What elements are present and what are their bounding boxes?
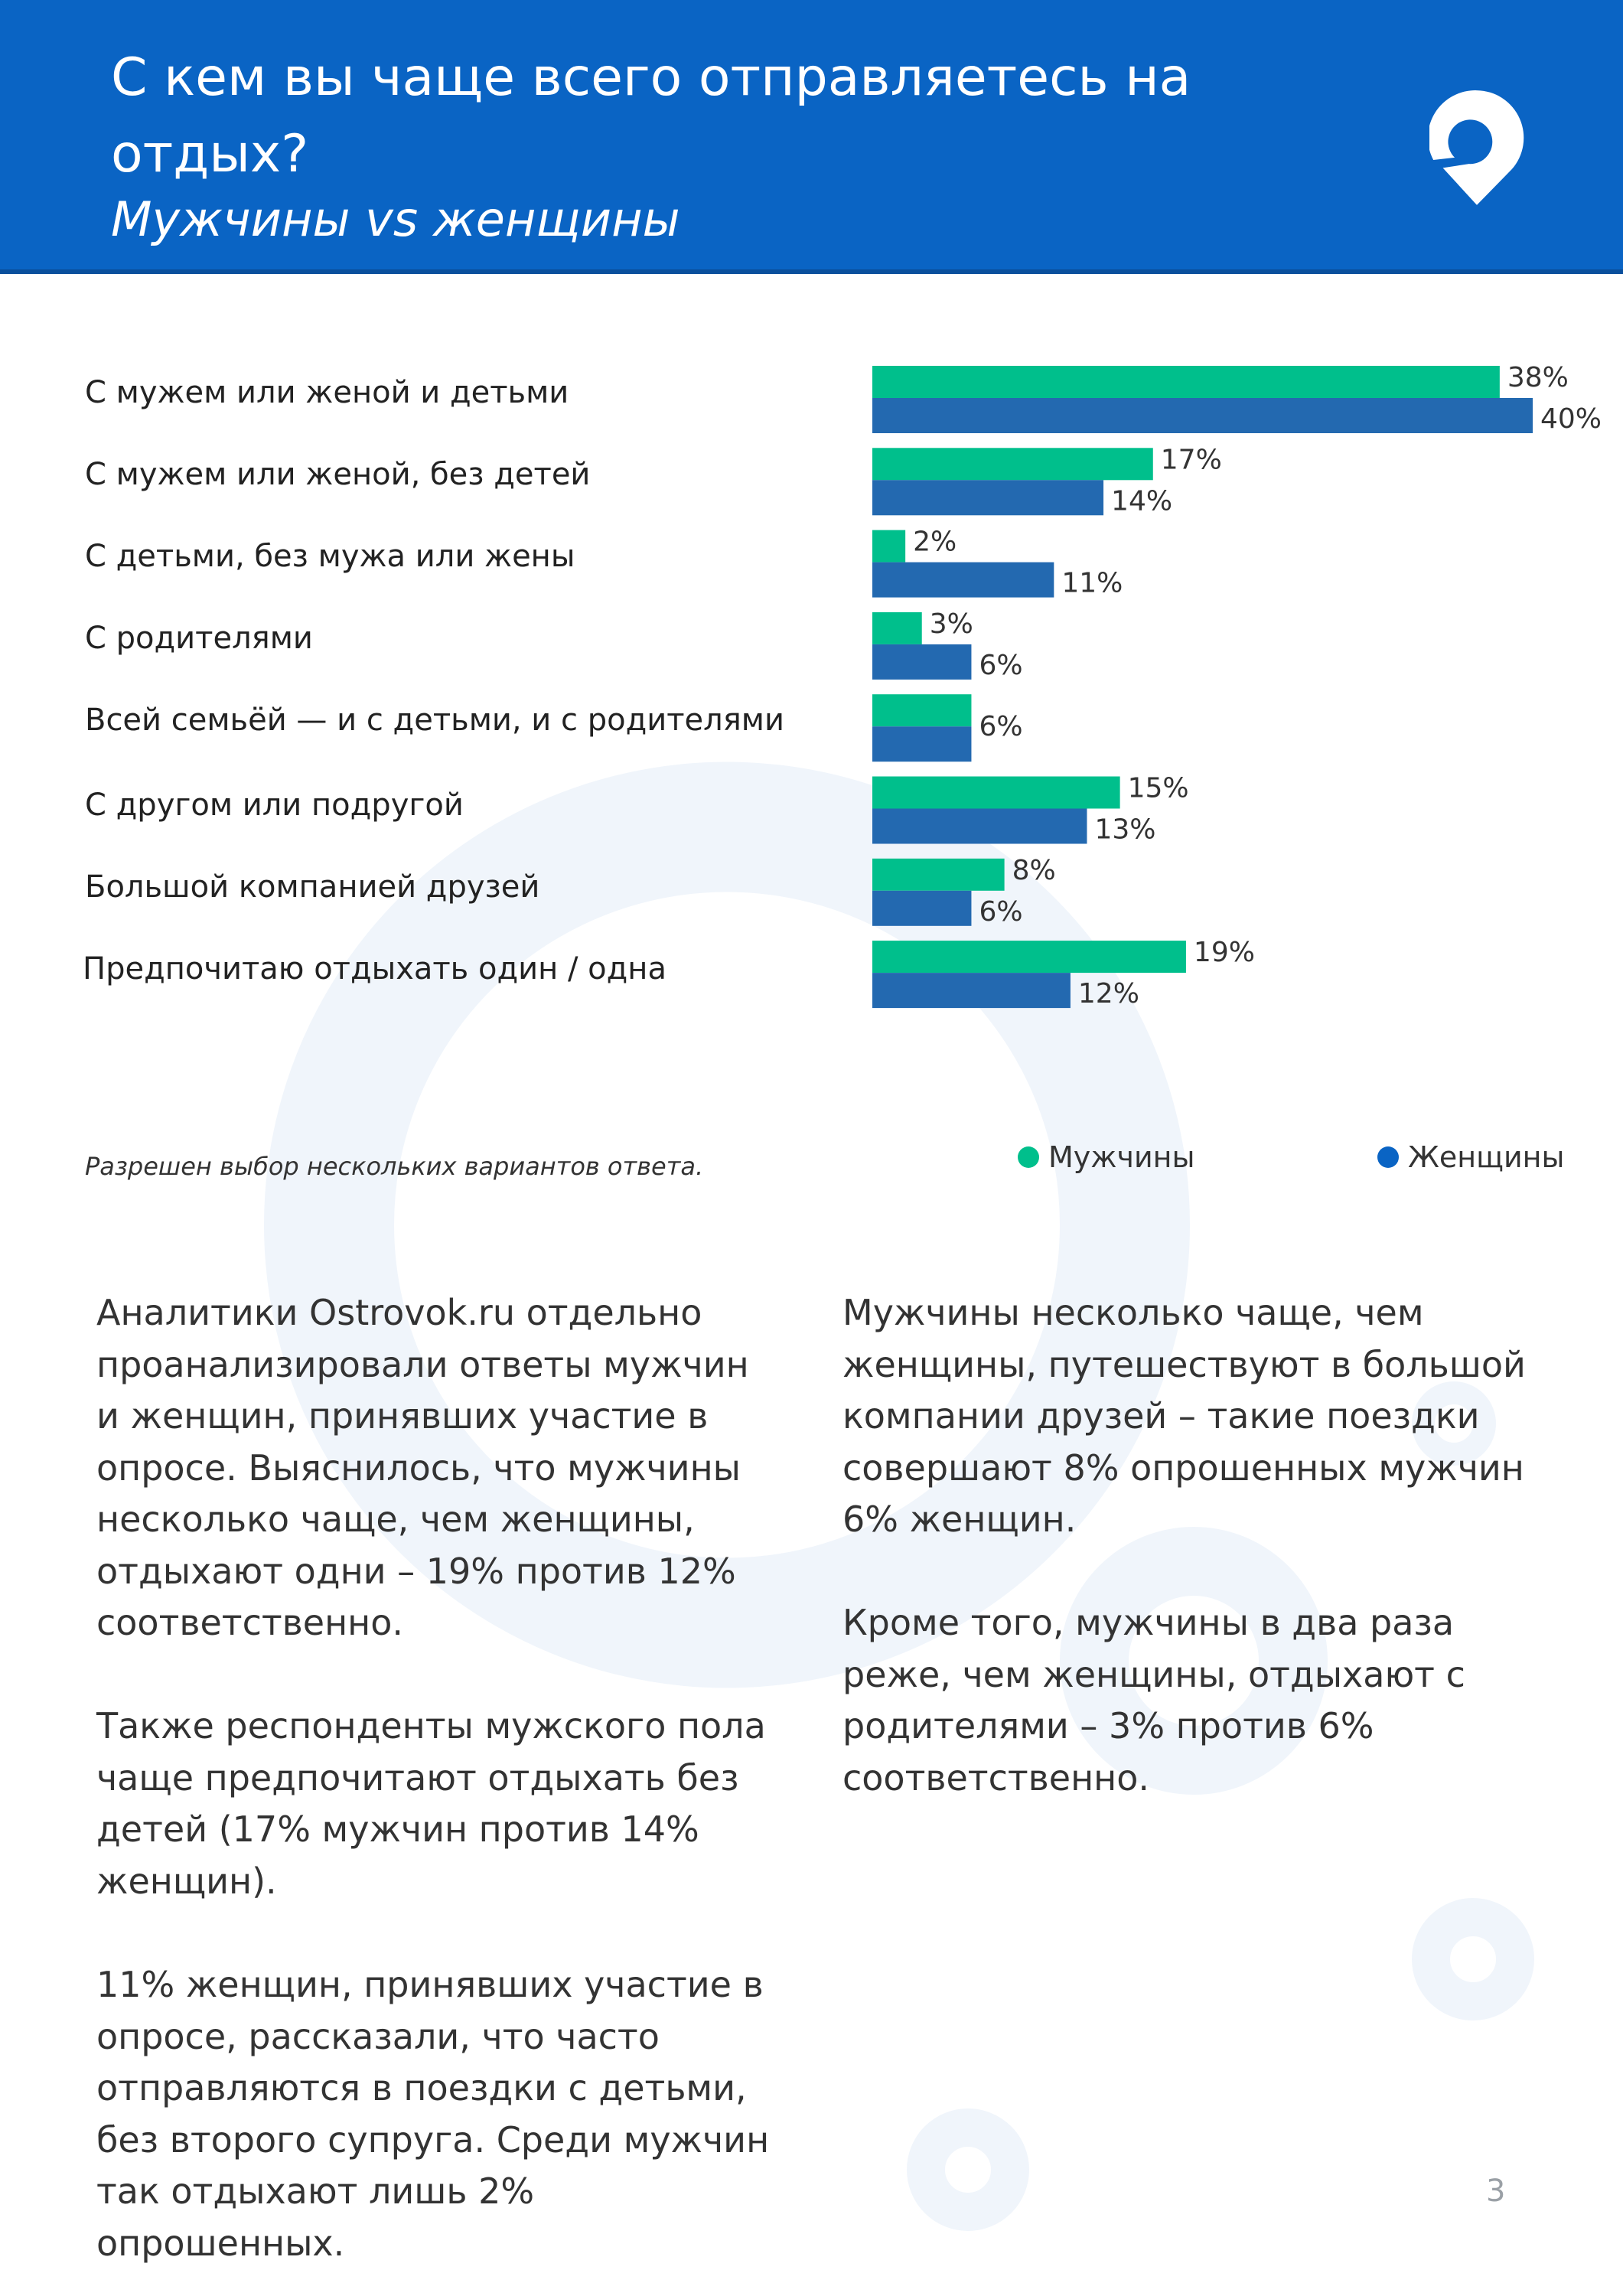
category-label: С мужем или женой и детьми: [85, 375, 569, 410]
category-label: С мужем или женой, без детей: [85, 457, 591, 492]
category-label: С детьми, без мужа или жены: [85, 539, 575, 574]
data-label-women: 6%: [979, 896, 1022, 928]
data-label-men: 2%: [913, 527, 957, 558]
data-label-women: 12%: [1078, 978, 1139, 1009]
bar-women: [872, 808, 1087, 844]
data-label-men: 3%: [930, 608, 973, 640]
bar-women: [872, 644, 972, 680]
bar-men: [872, 366, 1500, 398]
bar-men: [872, 776, 1120, 809]
bar-men: [872, 612, 922, 644]
body-paragraph: Аналитики Ostrovok.ru отдельно проанализ…: [96, 1292, 749, 1643]
bar-women: [872, 973, 1071, 1009]
bar-chart: 38%40%17%14%2%11%3%6%6%15%13%8%6%19%12%: [872, 362, 1602, 1009]
bar-men: [872, 858, 1005, 891]
data-label-women: 6%: [979, 650, 1022, 681]
body-paragraph: Также респонденты мужского пола чаще пре…: [96, 1705, 766, 1902]
category-label: Большой компанией друзей: [85, 869, 540, 905]
data-label-women: 13%: [1094, 814, 1155, 846]
page-subtitle: Мужчины vs женщины: [111, 191, 680, 247]
ostrovok-logo-icon: [1429, 90, 1524, 205]
legend-dot-women: [1377, 1146, 1399, 1168]
legend-label-men: Мужчины: [1048, 1140, 1195, 1174]
data-label-men: 8%: [1012, 855, 1056, 886]
bar-men: [872, 941, 1186, 974]
category-label: С родителями: [85, 621, 313, 656]
page-number: 3: [1486, 2174, 1506, 2209]
body-paragraph: 11% женщин, принявших участие в опросе, …: [96, 1964, 770, 2264]
data-label-women: 14%: [1111, 485, 1172, 517]
data-label-women: 40%: [1540, 403, 1602, 435]
legend-dot-men: [1018, 1146, 1039, 1168]
bar-women: [872, 398, 1533, 433]
data-label-men: 38%: [1507, 362, 1569, 393]
bar-women: [872, 726, 972, 762]
body-paragraph: Мужчины несколько чаще, чем женщины, пут…: [842, 1292, 1526, 1540]
legend-item-men: Мужчины: [1018, 1140, 1195, 1174]
bar-men: [872, 694, 972, 727]
data-label-men: 17%: [1161, 444, 1222, 475]
bar-women: [872, 890, 972, 926]
header-banner: С кем вы чаще всего отправляетесь на отд…: [0, 0, 1623, 274]
bar-men: [872, 530, 906, 563]
bar-men: [872, 448, 1153, 481]
category-label: Предпочитаю отдыхать один / одна: [83, 951, 666, 987]
footnote: Разрешен выбор нескольких вариантов отве…: [85, 1152, 704, 1181]
page-title: С кем вы чаще всего отправляетесь на отд…: [111, 47, 1191, 184]
bar-women: [872, 480, 1104, 516]
data-label-men: 19%: [1194, 937, 1255, 968]
legend-item-women: Женщины: [1377, 1140, 1565, 1174]
data-label: 6%: [979, 711, 1022, 742]
data-label-men: 15%: [1128, 773, 1189, 804]
category-label: Всей семьёй — и с детьми, и с родителями: [85, 703, 784, 738]
bar-women: [872, 562, 1054, 598]
category-label: С другом или подругой: [85, 788, 464, 823]
data-label-women: 11%: [1061, 568, 1123, 599]
legend-label-women: Женщины: [1408, 1140, 1565, 1174]
body-paragraph: Кроме того, мужчины в два раза реже, чем…: [842, 1602, 1465, 1799]
